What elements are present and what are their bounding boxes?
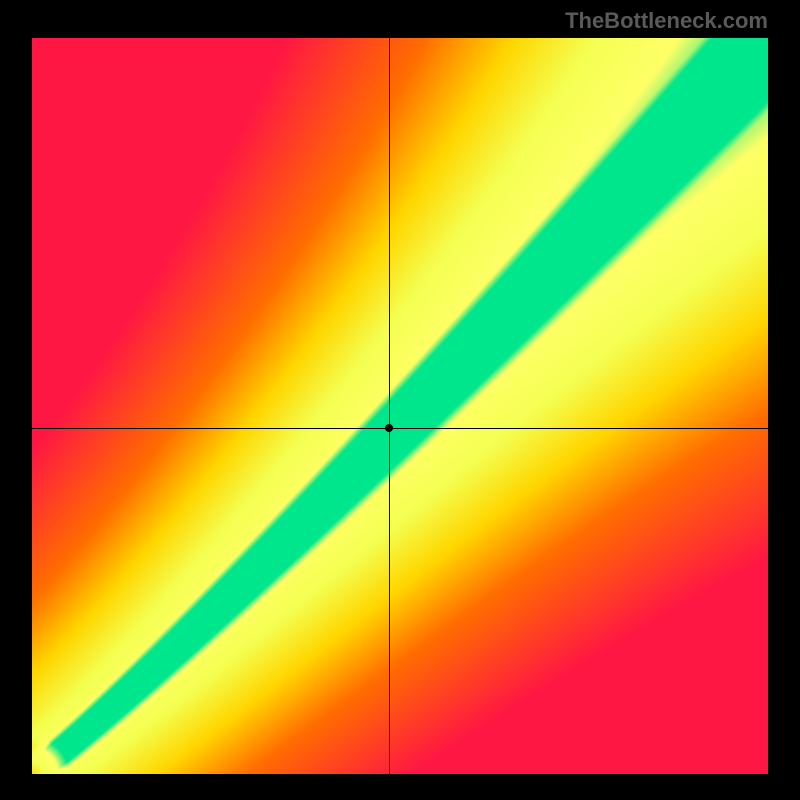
- selection-point: [385, 424, 393, 432]
- bottleneck-heatmap: [32, 38, 768, 774]
- crosshair-vertical: [389, 38, 390, 774]
- heatmap-canvas: [32, 38, 768, 774]
- watermark-text: TheBottleneck.com: [565, 8, 768, 34]
- crosshair-horizontal: [32, 428, 768, 429]
